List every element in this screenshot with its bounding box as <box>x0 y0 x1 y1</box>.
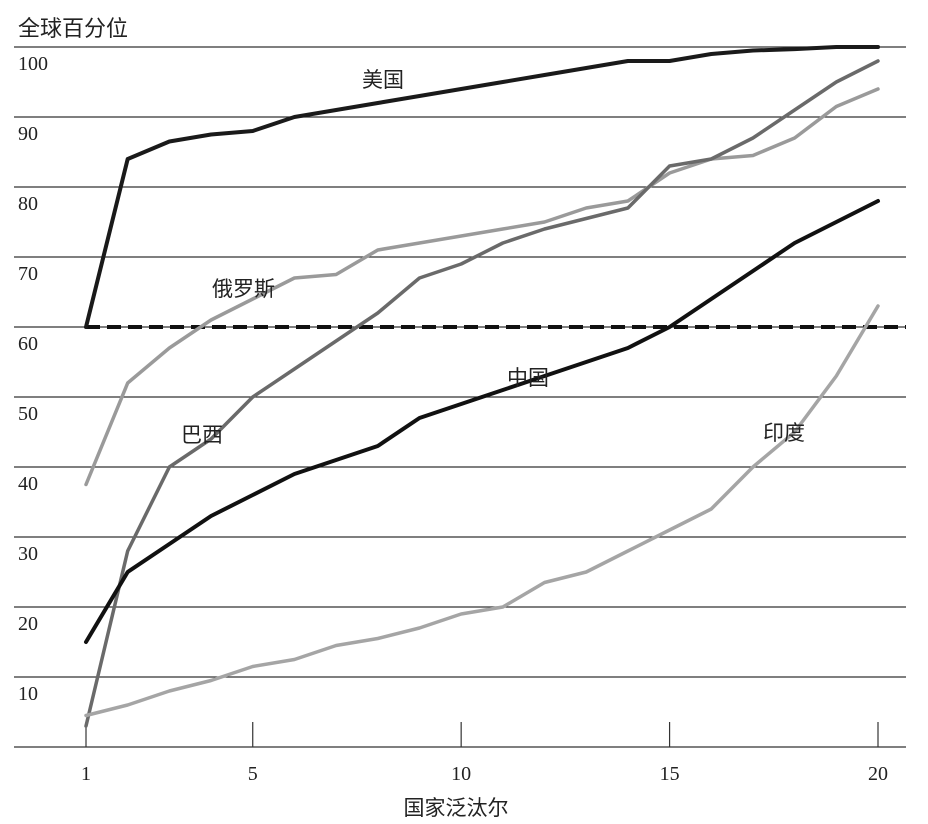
y-tick-label: 50 <box>18 403 38 425</box>
series-line-3 <box>84 59 880 728</box>
x-axis-title: 国家泛汰尔 <box>404 796 509 820</box>
series-line-2 <box>84 87 880 487</box>
y-tick-label: 100 <box>18 53 48 75</box>
y-tick-label: 30 <box>18 543 38 565</box>
series-label: 巴西 <box>181 423 223 447</box>
chart-title: 全球百分位 <box>18 17 128 42</box>
y-tick-label: 70 <box>18 263 38 285</box>
series-line-4 <box>84 199 880 644</box>
series-label: 中国 <box>507 366 549 390</box>
y-tick-label: 80 <box>18 193 38 215</box>
series-line-5 <box>84 304 880 718</box>
y-tick-label: 20 <box>18 613 38 635</box>
y-tick-label: 60 <box>18 333 38 355</box>
series-line-1 <box>84 45 880 329</box>
y-tick-labels: 10 20 30 40 50 60 70 80 90 100 <box>18 53 48 705</box>
x-tick-label: 20 <box>868 763 888 785</box>
y-tick-label: 40 <box>18 473 38 495</box>
series-label: 印度 <box>763 421 805 445</box>
x-tick-label: 10 <box>451 763 471 785</box>
y-tick-label: 10 <box>18 683 38 705</box>
x-axis: 1 5 10 15 20 <box>81 722 888 785</box>
x-tick-label: 5 <box>248 763 258 785</box>
y-tick-label: 90 <box>18 123 38 145</box>
series-label: 美国 <box>362 68 404 92</box>
series-lines <box>84 45 880 728</box>
x-tick-label: 15 <box>660 763 680 785</box>
series-label: 俄罗斯 <box>212 277 275 301</box>
x-tick-label: 1 <box>81 763 91 785</box>
